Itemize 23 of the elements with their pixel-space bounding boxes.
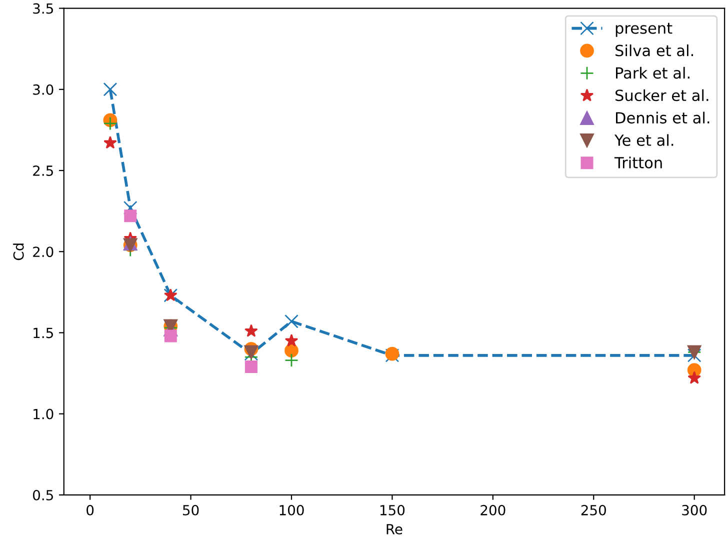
x-tick-label: 200 [480,504,506,516]
y-tick-label: 3.0 [33,84,54,95]
x-tick-label: 150 [380,504,405,516]
x-tick-label: 0 [86,504,94,516]
legend-label: Tritton [614,156,662,168]
y-axis-title: Cd [13,244,24,260]
legend-label: Ye et al. [614,134,674,146]
legend-label: Sucker et al. [616,89,708,102]
legend-label: Park et al. [616,66,690,79]
legend-label: present [616,22,672,37]
x-tick-label: 250 [581,504,606,516]
x-tick-label: 50 [183,504,199,516]
x-tick-label: 100 [280,504,304,516]
y-tick-label: 3.5 [33,3,53,14]
y-tick-label: 2.0 [33,246,54,258]
legend-label: Silva et al. [616,44,694,56]
x-tick-label: 300 [682,504,707,516]
y-tick-label: 2.5 [33,165,53,176]
y-tick-label: 1.0 [34,408,54,420]
x-axis-title: Re [386,524,402,534]
y-tick-label: 0.5 [32,490,53,500]
legend-label: Dennis et al. [616,112,710,124]
y-tick-label: 1.5 [34,328,53,338]
